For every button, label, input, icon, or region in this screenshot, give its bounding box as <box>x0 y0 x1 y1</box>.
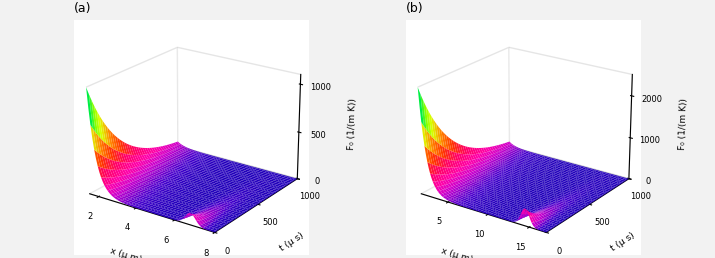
X-axis label: x (μ m): x (μ m) <box>440 246 474 258</box>
X-axis label: x (μ m): x (μ m) <box>109 246 143 258</box>
Y-axis label: t (μ s): t (μ s) <box>278 231 305 253</box>
Y-axis label: t (μ s): t (μ s) <box>609 231 637 253</box>
Text: (a): (a) <box>74 2 92 15</box>
Text: (b): (b) <box>405 2 423 15</box>
